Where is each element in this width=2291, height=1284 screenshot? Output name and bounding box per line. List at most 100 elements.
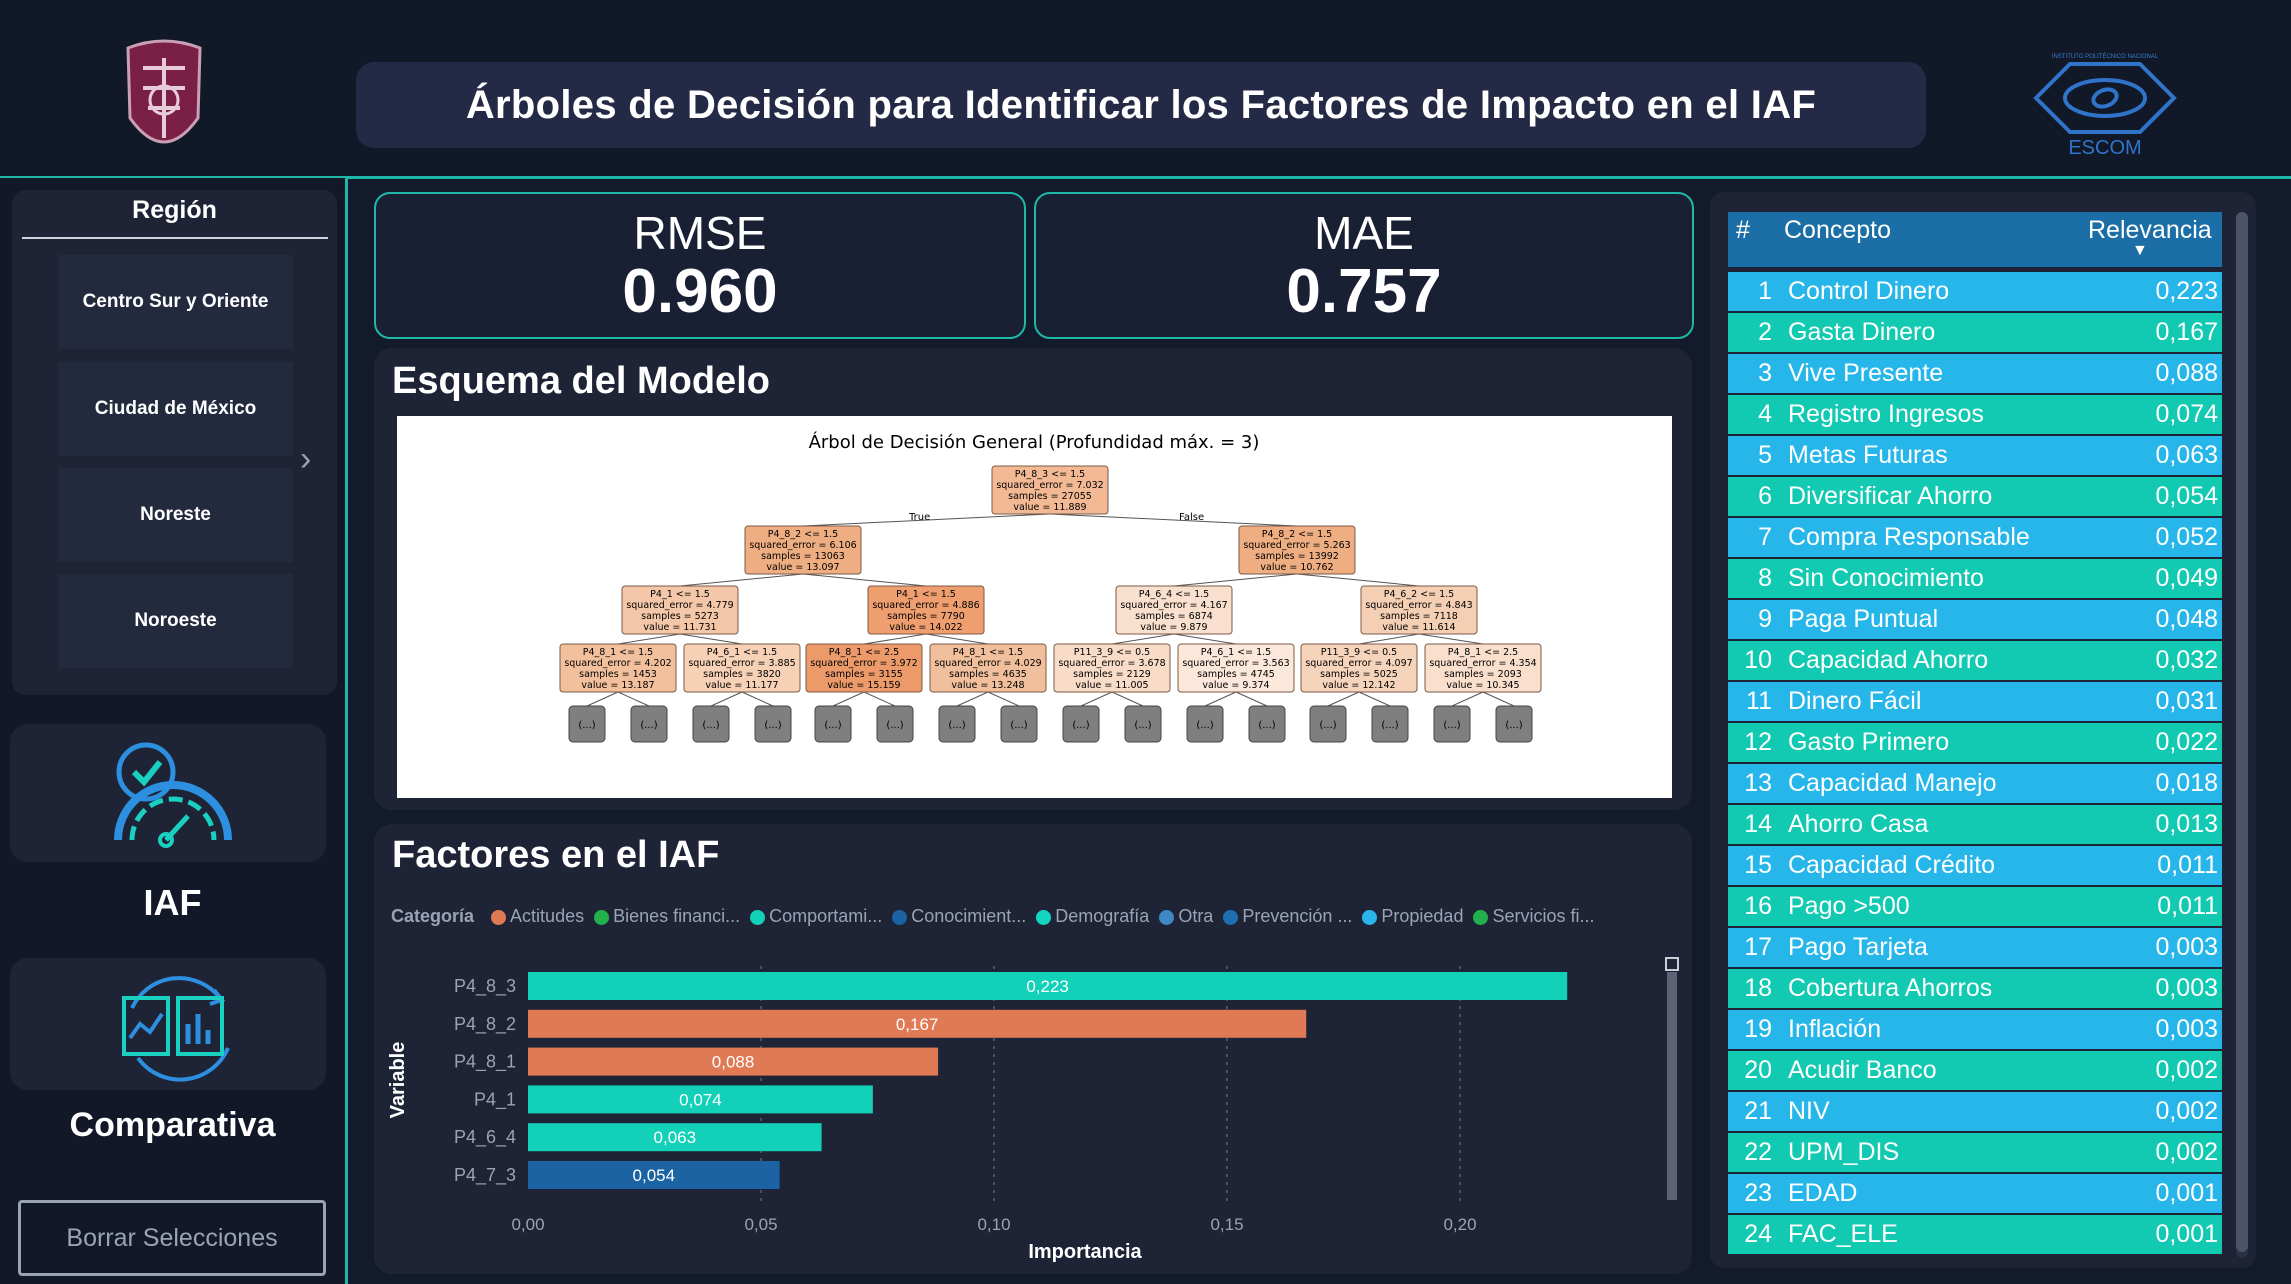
header-relevance[interactable]: Relevancia [2088,216,2212,244]
tree-edge [1173,633,1237,645]
table-row[interactable]: 21 NIV 0,002 [1728,1092,2222,1131]
legend-item[interactable]: Conocimient... [911,906,1027,926]
iaf-nav-button[interactable] [10,724,326,862]
row-number: 23 [1744,1179,1772,1207]
comparativa-nav-button[interactable] [10,958,326,1090]
legend-item[interactable]: Bienes financi... [613,906,741,926]
bar-data-label: 0,088 [712,1053,755,1072]
tree-node-text: P4_8_1 <= 1.5 [953,647,1023,658]
row-relevance: 0,063 [2155,441,2218,469]
iaf-nav-label[interactable]: IAF [143,882,202,923]
table-row[interactable]: 16 Pago >500 0,011 [1728,887,2222,926]
x-tick-label: 0,20 [1443,1215,1476,1234]
row-relevance: 0,011 [2157,892,2218,920]
tree-node [744,525,862,575]
tree-leaf [1000,705,1038,743]
table-row[interactable]: 18 Cobertura Ahorros 0,003 [1728,969,2222,1008]
table-row[interactable]: 1 Control Dinero 0,223 [1728,272,2222,311]
legend-dot[interactable] [1159,909,1175,925]
table-row[interactable]: 2 Gasta Dinero 0,167 [1728,313,2222,352]
legend-item[interactable]: Comportami... [769,906,883,926]
table-row[interactable]: 24 FAC_ELE 0,001 [1728,1215,2222,1254]
legend-dot[interactable] [892,909,908,925]
table-row[interactable]: 9 Paga Puntual 0,048 [1728,600,2222,639]
chevron-right-icon[interactable]: › [300,440,312,478]
table-row[interactable]: 20 Acudir Banco 0,002 [1728,1051,2222,1090]
tree-edge [1049,513,1298,527]
table-row[interactable]: 6 Diversificar Ahorro 0,054 [1728,477,2222,516]
table-row[interactable]: 19 Inflación 0,003 [1728,1010,2222,1049]
tree-node-text: value = 9.374 [1202,680,1269,691]
table-row[interactable]: 15 Capacidad Crédito 0,011 [1728,846,2222,885]
row-concept: Capacidad Manejo [1788,769,1997,797]
table-row[interactable]: 17 Pago Tarjeta 0,003 [1728,928,2222,967]
table-row[interactable]: 13 Capacidad Manejo 0,018 [1728,764,2222,803]
tree-leaf [1248,705,1286,743]
tree-leaf [938,705,976,743]
table-row[interactable]: 3 Vive Presente 0,088 [1728,354,2222,393]
legend-dot[interactable] [1362,909,1378,925]
x-tick-label: 0,05 [744,1215,777,1234]
tree-node-text: P4_1 <= 1.5 [650,589,710,600]
table-row[interactable]: 22 UPM_DIS 0,002 [1728,1133,2222,1172]
bar-P4_8_3[interactable] [528,972,1568,1000]
tree-leaf-label: (...) [886,720,903,731]
table-row[interactable]: 12 Gasto Primero 0,022 [1728,723,2222,762]
bar-P4_8_1[interactable] [528,1047,939,1076]
legend-dot[interactable] [491,909,507,925]
tree-node-text: squared_error = 4.354 [1429,658,1536,669]
row-relevance: 0,022 [2155,728,2218,756]
region-item-centro-sur-oriente[interactable]: Centro Sur y Oriente [58,255,293,349]
x-tick-label: 0,00 [511,1215,544,1234]
clear-selections-button[interactable]: Borrar Selecciones [18,1200,326,1276]
table-row[interactable]: 4 Registro Ingresos 0,074 [1728,395,2222,434]
legend-item[interactable]: Prevención ... [1242,906,1353,926]
tree-edge [863,633,927,645]
bar-P4_8_2[interactable] [528,1009,1307,1038]
tree-node-text: P11_3_9 <= 0.5 [1074,647,1150,658]
row-number: 12 [1744,728,1772,756]
header-num[interactable]: # [1736,216,1750,244]
legend-item[interactable]: Otra [1178,906,1214,926]
sort-desc-icon[interactable]: ▼ [2132,242,2148,259]
tree-node [1177,643,1295,693]
table-row[interactable]: 7 Compra Responsable 0,052 [1728,518,2222,557]
legend-dot[interactable] [1223,909,1239,925]
row-number: 5 [1758,441,1772,469]
row-number: 14 [1744,810,1772,838]
row-number: 2 [1758,318,1772,346]
legend-dot[interactable] [1036,909,1052,925]
chart-scroll-up[interactable] [1665,957,1679,971]
legend-dot[interactable] [1473,909,1489,925]
chart-scrollbar-thumb[interactable] [1667,972,1677,1200]
table-row[interactable]: 10 Capacidad Ahorro 0,032 [1728,641,2222,680]
table-row[interactable]: 8 Sin Conocimiento 0,049 [1728,559,2222,598]
legend-item[interactable]: Servicios fi... [1492,906,1595,926]
legend-item[interactable]: Actitudes [510,906,585,926]
row-relevance: 0,002 [2155,1056,2218,1084]
table-row[interactable]: 11 Dinero Fácil 0,031 [1728,682,2222,721]
legend-dot[interactable] [750,909,766,925]
region-item-noreste[interactable]: Noreste [58,468,293,562]
tree-leaf-label: (...) [640,720,657,731]
header-concept[interactable]: Concepto [1784,216,1892,244]
comparativa-nav-label[interactable]: Comparativa [69,1106,276,1144]
region-item-noroeste[interactable]: Noroeste [58,574,293,668]
compare-reports-icon [122,976,230,1082]
table-scrollbar-thumb[interactable] [2236,212,2248,1252]
legend-item[interactable]: Propiedad [1381,906,1464,926]
bar-P4_1[interactable] [528,1085,873,1114]
region-item-ciudad-de-mexico[interactable]: Ciudad de México [58,362,293,456]
bar-P4_7_3[interactable] [528,1161,780,1189]
table-row[interactable]: 5 Metas Futuras 0,063 [1728,436,2222,475]
table-row[interactable]: 23 EDAD 0,001 [1728,1174,2222,1213]
table-row[interactable]: 14 Ahorro Casa 0,013 [1728,805,2222,844]
tree-leaf-label: (...) [1505,720,1522,731]
bar-P4_6_4[interactable] [528,1123,822,1152]
legend-item[interactable]: Demografía [1055,906,1150,926]
legend-dot[interactable] [594,909,610,925]
tree-leaf [1309,705,1347,743]
tree-false-label: False [1179,512,1204,523]
table-scrollbar[interactable] [2236,212,2248,1258]
tree-node-text: P4_6_4 <= 1.5 [1139,589,1209,600]
